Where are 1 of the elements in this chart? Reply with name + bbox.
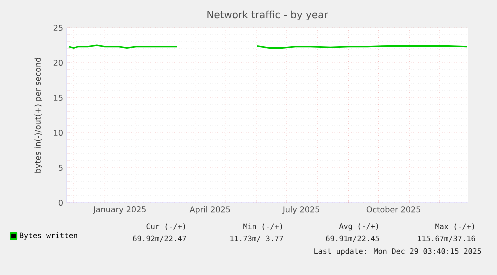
chart-title: Network traffic - by year <box>208 10 328 21</box>
